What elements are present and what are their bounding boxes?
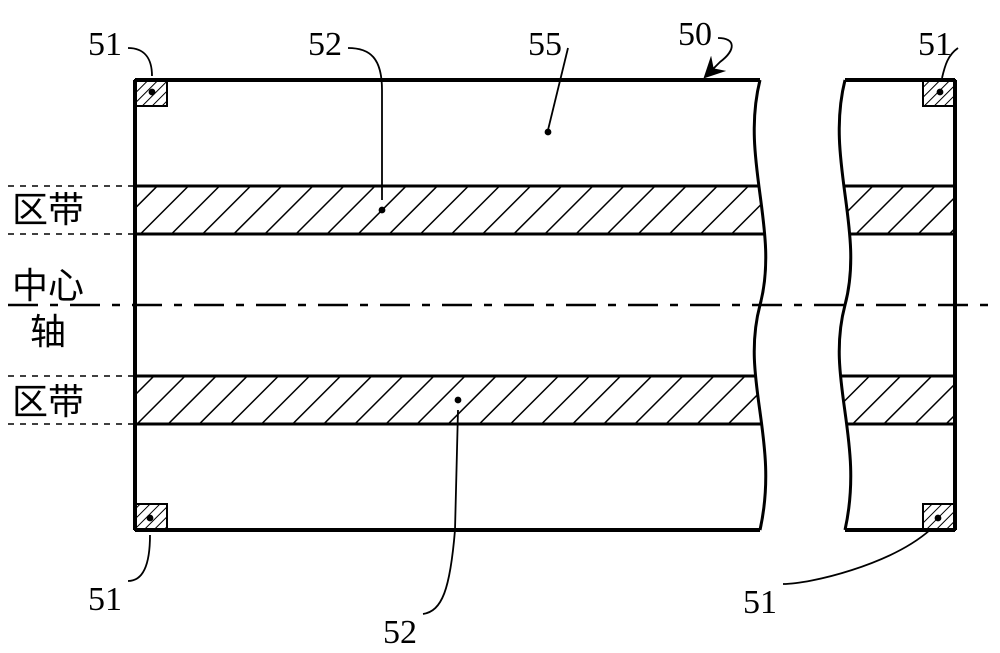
leader-52-bottom: 52 [383, 398, 461, 652]
zone-top [135, 186, 955, 234]
svg-text:55: 55 [528, 26, 562, 63]
leaders: 51 52 55 50 51 51 [88, 16, 958, 651]
svg-text:51: 51 [743, 584, 777, 621]
svg-text:52: 52 [308, 26, 342, 63]
zone-top-label: 区带 [12, 190, 84, 230]
zone-bottom-label: 区带 [12, 382, 84, 422]
svg-text:52: 52 [383, 614, 417, 651]
center-axis-label-1: 中心 [12, 266, 84, 306]
center-axis-label-2: 轴 [30, 312, 66, 352]
zone-bottom [135, 376, 955, 424]
svg-text:51: 51 [918, 26, 952, 63]
svg-text:51: 51 [88, 26, 122, 63]
svg-text:50: 50 [678, 16, 712, 53]
svg-text:51: 51 [88, 581, 122, 618]
leader-50: 50 [678, 16, 732, 76]
